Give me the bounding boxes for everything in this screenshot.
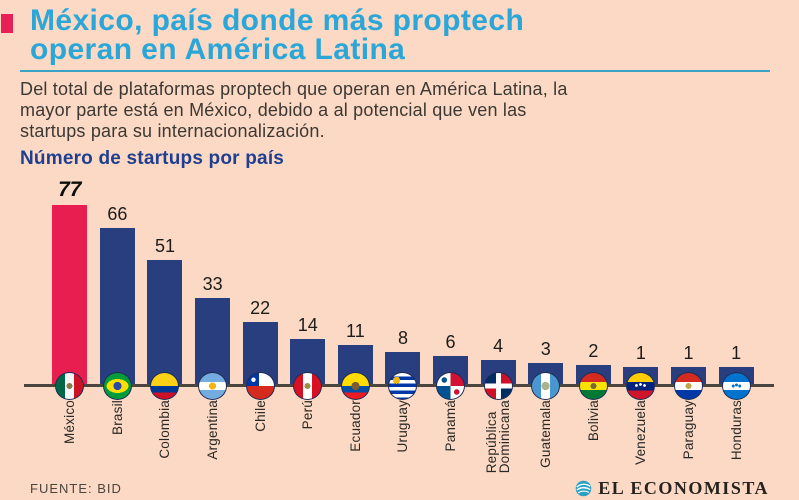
bars-row: 77 66 51 33 22 14 11 8 6 4 3 2 1 1 1 [24,178,774,400]
footer: FUENTE: BID EL ECONOMISTA [30,478,769,499]
el-economista-globe-icon [576,480,592,497]
page-title-line1: México, país donde más proptech [30,4,525,37]
venezuela-flag-icon [626,372,656,400]
subtitle-paragraph: Del total de plataformas proptech que op… [20,79,779,142]
bar-brasil [99,228,135,386]
country-label: Brasil [109,400,125,435]
bar-value-label: 3 [540,339,551,359]
country-label-slot: Perú [284,400,332,472]
country-label: Bolivia [585,400,601,442]
country-label-slot: Bolivia [570,400,618,472]
ecuador-flag-icon [340,372,370,400]
bar-mexico [52,205,88,386]
honduras-flag-icon [721,372,751,400]
country-label-slot: Argentina [189,400,237,472]
country-label-slot: Paraguay [665,400,713,472]
bar-column-venezuela: 1 [617,178,665,400]
country-label: Venezuela [633,400,649,465]
bar-column-paraguay: 1 [665,178,713,400]
country-label-slot: Panamá [427,400,475,472]
title-divider-rule [20,70,770,72]
source-label: FUENTE: BID [30,481,122,496]
country-label: Perú [300,400,316,430]
bar-column-argentina: 33 [189,178,237,400]
country-label: Panamá [443,400,459,452]
brand-lockup: EL ECONOMISTA [575,478,769,499]
bar-value-label: 51 [154,236,175,256]
bar-value-label: 33 [202,274,223,294]
title-bullet-square [1,14,13,33]
peru-flag-icon [293,372,323,400]
bar-column-peru: 14 [284,178,332,400]
colombia-flag-icon [150,372,180,400]
country-label: Uruguay [395,400,411,453]
bar-value-label: 2 [588,341,599,361]
country-label-slot: Ecuador [332,400,380,472]
bar-argentina [195,298,231,386]
bar-column-brasil: 66 [94,178,142,400]
uruguay-flag-icon [388,372,418,400]
bar-value-label: 1 [635,343,646,363]
country-label-slot: Brasil [94,400,142,472]
country-label-slot: Venezuela [617,400,665,472]
bar-value-label: 1 [683,343,694,363]
republica-dominicana-flag-icon [483,372,513,400]
country-label: República Dominicana [484,399,513,474]
country-label-slot: República Dominicana [474,399,522,474]
bar-value-label: 8 [397,328,408,348]
bar-colombia [147,260,183,386]
bar-column-bolivia: 2 [570,178,618,400]
panama-flag-icon [436,372,466,400]
bar-value-label: 6 [445,332,456,352]
mexico-flag-icon [55,372,85,400]
bar-value-label: 77 [58,178,82,201]
country-label: Honduras [728,400,744,461]
bar-column-republica-dominicana: 4 [474,178,522,400]
guatemala-flag-icon [531,372,561,400]
subtitle-line3: startups para su internacionalización. [20,121,325,141]
bar-column-honduras: 1 [712,178,760,400]
country-label: Chile [252,400,268,432]
country-label-slot: Uruguay [379,400,427,472]
country-label: Guatemala [538,400,554,468]
subtitle-line2: mayor parte está en México, debido a al … [20,100,527,120]
bar-value-label: 11 [346,321,365,341]
bar-column-chile: 22 [236,178,284,400]
country-label: Argentina [205,400,221,460]
subtitle-line1: Del total de plataformas proptech que op… [20,79,568,99]
chart-title: Número de startups por país [20,148,285,169]
bar-column-uruguay: 8 [379,178,427,400]
bar-column-panama: 6 [427,178,475,400]
bar-column-colombia: 51 [141,178,189,400]
bar-value-label: 4 [493,336,504,356]
bar-column-ecuador: 11 [332,178,380,400]
chile-flag-icon [245,372,275,400]
bar-column-guatemala: 3 [522,178,570,400]
country-label: México [62,400,78,444]
page-title-line2: operan en América Latina [30,33,406,66]
country-label-slot: Chile [236,400,284,472]
argentina-flag-icon [198,372,228,400]
bar-chart: 77 66 51 33 22 14 11 8 6 4 3 2 1 1 1 México Brasil Colom… [0,178,799,474]
brasil-flag-icon [102,372,132,400]
brand-name: EL ECONOMISTA [598,478,769,498]
country-label-slot: Colombia [141,400,189,472]
bar-column-mexico: 77 [46,178,94,400]
country-label: Ecuador [347,400,363,452]
page-title: México, país donde más proptech operan e… [30,4,779,66]
bar-value-label: 66 [107,204,128,224]
bar-value-label: 1 [731,343,742,363]
country-label-slot: Guatemala [522,400,570,472]
country-label: Paraguay [681,400,697,460]
country-label-slot: México [46,400,94,472]
bar-value-label: 22 [250,298,271,318]
country-labels-row: México Brasil Colombia Argentina Chile Perú Ec… [46,399,760,474]
paraguay-flag-icon [674,372,704,400]
bolivia-flag-icon [578,372,608,400]
country-label: Colombia [157,400,173,459]
bar-value-label: 14 [297,315,318,335]
country-label-slot: Honduras [712,400,760,472]
